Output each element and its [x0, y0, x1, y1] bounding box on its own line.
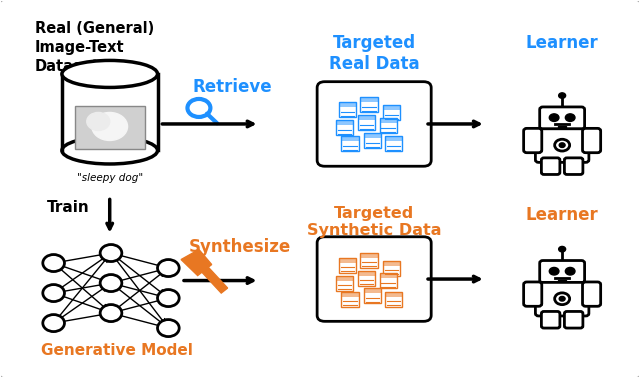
FancyBboxPatch shape	[564, 311, 583, 328]
FancyBboxPatch shape	[536, 129, 589, 163]
FancyBboxPatch shape	[360, 98, 378, 112]
Text: Retrieve: Retrieve	[192, 79, 272, 96]
FancyBboxPatch shape	[358, 271, 375, 285]
Text: "sleepy dog": "sleepy dog"	[77, 173, 143, 183]
FancyBboxPatch shape	[317, 237, 431, 321]
Polygon shape	[181, 249, 212, 276]
FancyBboxPatch shape	[364, 133, 381, 148]
Circle shape	[559, 296, 565, 301]
Text: Generative Model: Generative Model	[42, 343, 193, 358]
Circle shape	[157, 319, 179, 336]
Bar	[558, 127, 566, 132]
FancyBboxPatch shape	[582, 282, 601, 306]
FancyBboxPatch shape	[541, 311, 560, 328]
FancyBboxPatch shape	[541, 158, 560, 175]
Circle shape	[559, 93, 566, 98]
Text: Learner: Learner	[526, 34, 598, 52]
FancyBboxPatch shape	[341, 291, 358, 297]
FancyBboxPatch shape	[341, 291, 358, 307]
FancyBboxPatch shape	[524, 282, 542, 306]
FancyBboxPatch shape	[339, 102, 356, 118]
FancyBboxPatch shape	[335, 276, 353, 280]
FancyBboxPatch shape	[341, 136, 358, 141]
FancyBboxPatch shape	[339, 257, 356, 263]
Text: Synthesize: Synthesize	[189, 237, 291, 256]
Polygon shape	[196, 260, 228, 293]
FancyBboxPatch shape	[341, 136, 358, 152]
Circle shape	[43, 314, 65, 332]
Circle shape	[100, 245, 122, 262]
FancyBboxPatch shape	[358, 115, 375, 130]
FancyBboxPatch shape	[339, 102, 356, 107]
FancyBboxPatch shape	[317, 82, 431, 166]
Circle shape	[87, 112, 109, 130]
Circle shape	[43, 254, 65, 271]
Circle shape	[559, 143, 565, 147]
FancyBboxPatch shape	[335, 121, 353, 125]
Circle shape	[565, 268, 575, 275]
FancyBboxPatch shape	[385, 136, 402, 152]
FancyBboxPatch shape	[360, 253, 378, 257]
Text: Learner: Learner	[526, 206, 598, 223]
Text: Targeted
Real Data: Targeted Real Data	[329, 34, 419, 73]
FancyBboxPatch shape	[335, 276, 353, 291]
FancyBboxPatch shape	[536, 282, 589, 316]
FancyBboxPatch shape	[383, 105, 400, 121]
Bar	[558, 280, 566, 285]
FancyBboxPatch shape	[380, 118, 397, 133]
Circle shape	[100, 305, 122, 322]
Circle shape	[100, 274, 122, 291]
FancyBboxPatch shape	[385, 291, 402, 307]
FancyBboxPatch shape	[524, 129, 542, 153]
FancyBboxPatch shape	[383, 105, 400, 110]
Ellipse shape	[62, 60, 157, 87]
FancyBboxPatch shape	[360, 253, 378, 268]
FancyBboxPatch shape	[582, 129, 601, 153]
Circle shape	[559, 246, 566, 252]
FancyBboxPatch shape	[335, 121, 353, 135]
Circle shape	[549, 114, 559, 121]
FancyBboxPatch shape	[360, 98, 378, 102]
Text: Real (General)
Image-Text
Dataset: Real (General) Image-Text Dataset	[35, 22, 154, 74]
Text: Train: Train	[47, 200, 90, 215]
Text: Targeted
Synthetic Data: Targeted Synthetic Data	[307, 206, 442, 238]
FancyBboxPatch shape	[339, 257, 356, 273]
FancyBboxPatch shape	[385, 291, 402, 297]
FancyBboxPatch shape	[380, 273, 397, 278]
Circle shape	[157, 290, 179, 307]
FancyBboxPatch shape	[364, 133, 381, 138]
FancyBboxPatch shape	[383, 260, 400, 276]
Circle shape	[92, 112, 127, 141]
FancyBboxPatch shape	[540, 260, 584, 283]
FancyBboxPatch shape	[364, 288, 381, 293]
FancyBboxPatch shape	[358, 271, 375, 276]
FancyBboxPatch shape	[75, 107, 145, 149]
FancyBboxPatch shape	[383, 260, 400, 266]
FancyBboxPatch shape	[385, 136, 402, 141]
FancyBboxPatch shape	[358, 115, 375, 121]
Circle shape	[549, 268, 559, 275]
FancyBboxPatch shape	[380, 118, 397, 123]
Circle shape	[565, 114, 575, 121]
FancyBboxPatch shape	[380, 273, 397, 288]
Circle shape	[43, 285, 65, 302]
Circle shape	[157, 260, 179, 277]
FancyBboxPatch shape	[364, 288, 381, 303]
FancyBboxPatch shape	[540, 107, 584, 129]
FancyBboxPatch shape	[564, 158, 583, 175]
